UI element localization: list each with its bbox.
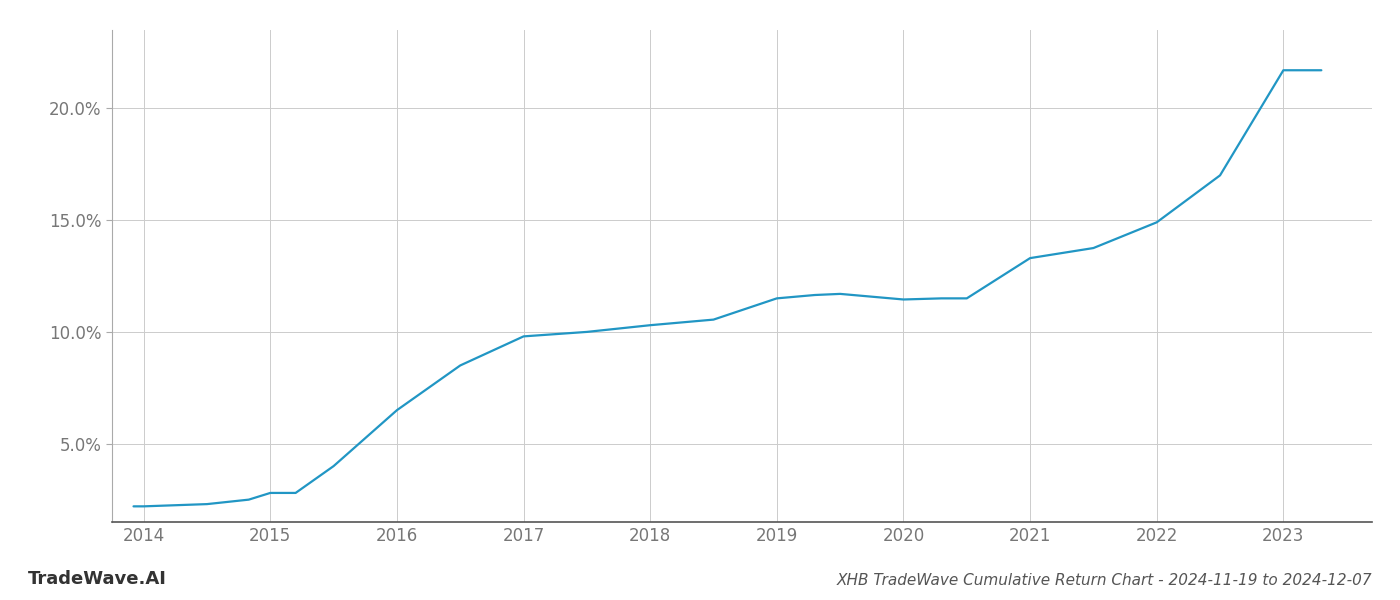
Text: TradeWave.AI: TradeWave.AI xyxy=(28,570,167,588)
Text: XHB TradeWave Cumulative Return Chart - 2024-11-19 to 2024-12-07: XHB TradeWave Cumulative Return Chart - … xyxy=(836,573,1372,588)
